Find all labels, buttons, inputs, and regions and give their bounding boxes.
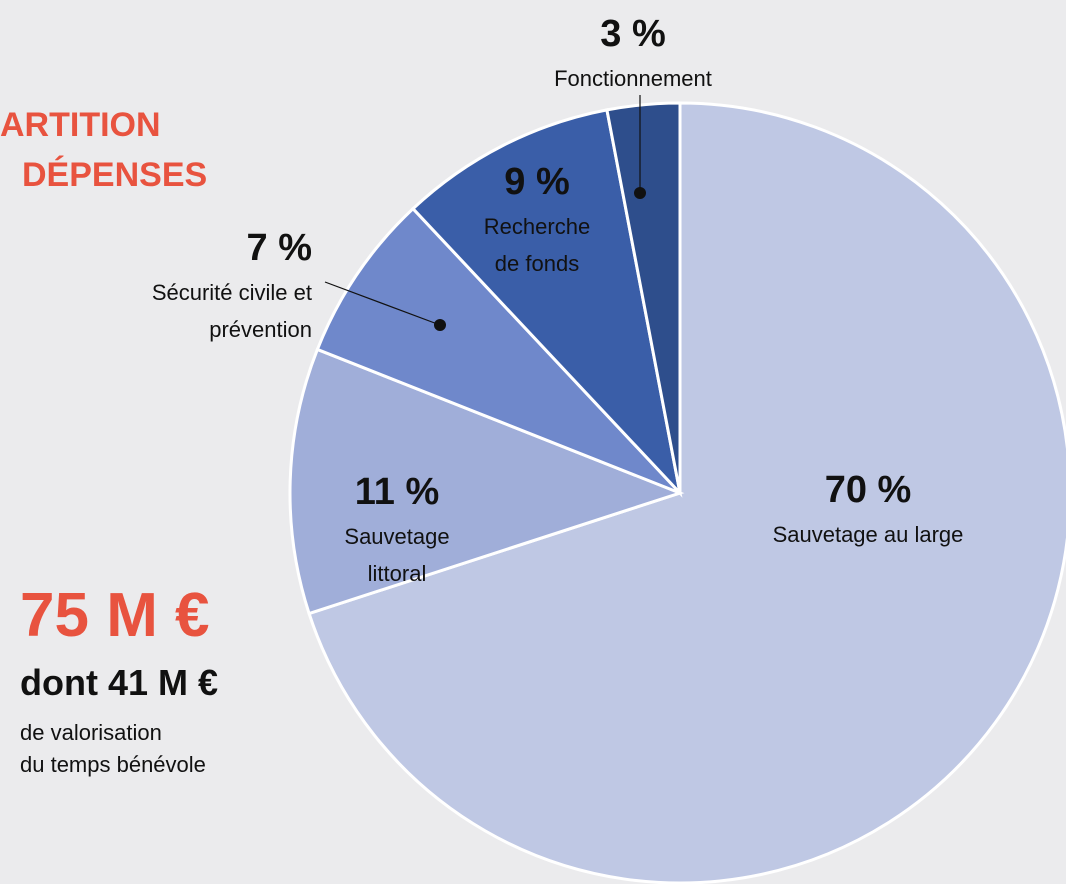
value-label: 70 % bbox=[824, 469, 912, 511]
leader-line bbox=[324, 281, 441, 326]
note: du temps bénévole bbox=[20, 752, 206, 777]
category-label: Sauvetage littoral bbox=[344, 524, 450, 586]
value-label: 9 % bbox=[504, 161, 570, 203]
pie-slice bbox=[605, 101, 682, 494]
value-label: 7 % bbox=[246, 227, 312, 269]
pie-slice bbox=[410, 108, 683, 498]
title-line: ARTITION bbox=[0, 106, 161, 144]
pie-slice bbox=[307, 101, 1066, 884]
category-label: Fonctionnement bbox=[554, 66, 712, 91]
sub-amount: dont 41 M € bbox=[20, 662, 219, 703]
category-label: Recherche de fonds bbox=[483, 214, 591, 276]
leader-dot bbox=[634, 187, 646, 199]
title-line: DÉPENSES bbox=[22, 156, 208, 194]
leader-dot bbox=[434, 319, 446, 331]
category-label: Sauvetage au large bbox=[772, 522, 964, 547]
pie-slice bbox=[315, 206, 682, 495]
total-amount: 75 M € bbox=[20, 581, 210, 650]
note: de valorisation bbox=[20, 720, 162, 745]
category-label: Sécurité civile et prévention bbox=[151, 280, 312, 342]
value-label: 3 % bbox=[600, 13, 666, 55]
pie-slice bbox=[288, 347, 685, 616]
value-label: 11 % bbox=[354, 471, 440, 513]
